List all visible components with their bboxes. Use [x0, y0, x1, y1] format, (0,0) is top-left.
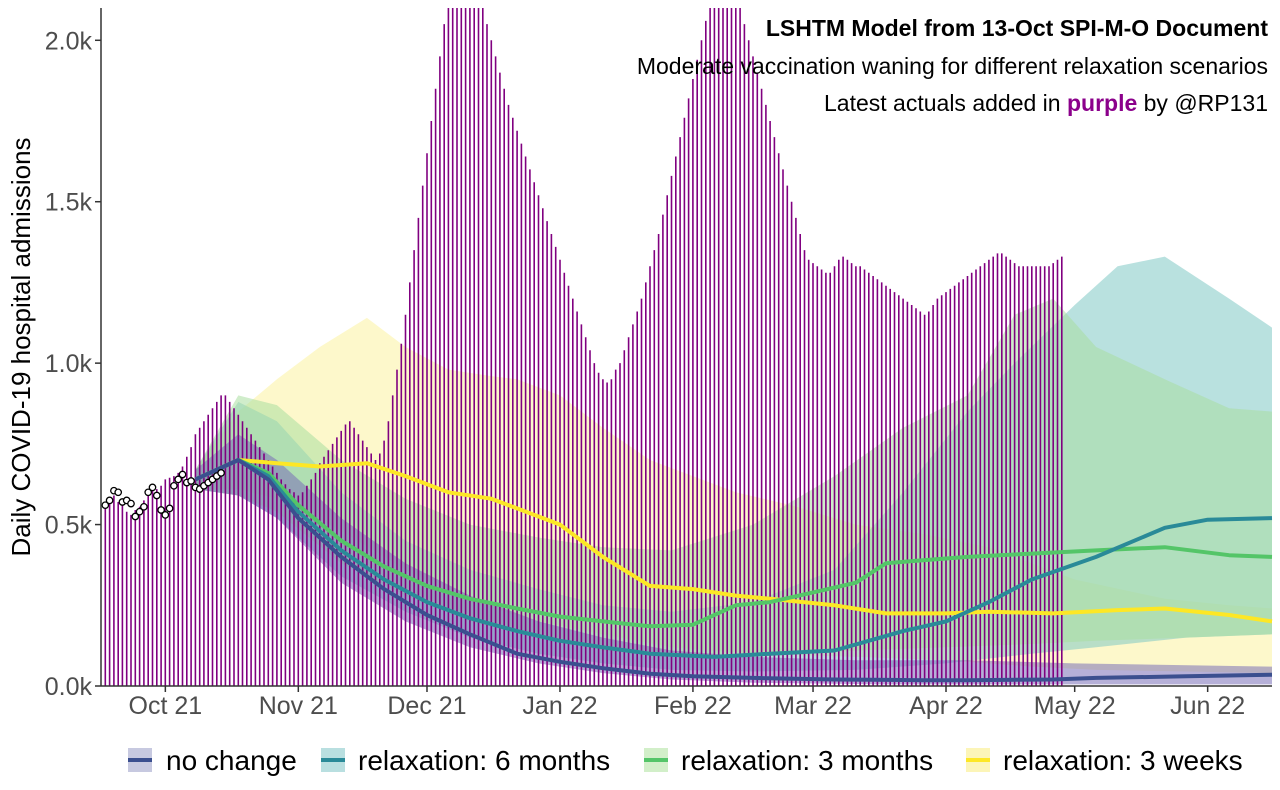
line-relaxation-3-weeks: [194, 458, 1273, 624]
legend-item-3-weeks: relaxation: 3 weeks: [966, 745, 1243, 776]
x-tick-label: Apr 22: [909, 692, 983, 720]
y-tick-label: 1.5k: [45, 189, 93, 217]
band-no-change: [195, 434, 1272, 685]
line-relaxation-6-months: [194, 458, 1273, 659]
x-tick-label: Jun 22: [1170, 692, 1245, 720]
legend: no change relaxation: 6 months relaxatio…: [128, 745, 1243, 776]
observed-point: [217, 469, 225, 477]
observed-point: [165, 504, 174, 513]
y-tick-label: 0.5k: [45, 512, 93, 540]
uncertainty-bands: [195, 256, 1272, 685]
legend-label-no-change: no change: [166, 745, 297, 776]
observed-point: [131, 512, 140, 521]
x-tick-label: Dec 21: [387, 692, 466, 720]
observed-point: [127, 499, 135, 508]
observed-point: [174, 475, 183, 484]
y-tick-label: 0.0k: [45, 673, 93, 701]
x-axis: Oct 21 Nov 21 Dec 21 Jan 22 Feb 22 Mar 22 Apr …: [101, 685, 1272, 720]
observed-point: [105, 496, 114, 505]
x-tick-label: Nov 21: [259, 692, 338, 720]
y-tick-label: 1.0k: [45, 350, 93, 378]
legend-label-3-weeks: relaxation: 3 weeks: [1003, 745, 1243, 776]
line-relaxation-3-months: [194, 458, 1273, 629]
x-tick-label: Oct 21: [129, 692, 203, 720]
median-lines: [194, 458, 1273, 683]
y-axis: 0.0k 0.5k 1.0k 1.5k 2.0k: [45, 8, 102, 701]
x-tick-label: Feb 22: [654, 692, 732, 720]
observed-point: [144, 488, 153, 497]
y-axis-title: Daily COVID-19 hospital admissions: [6, 137, 36, 556]
observed-point: [170, 481, 178, 490]
observed-point: [114, 488, 123, 497]
legend-item-no-change: no change: [128, 745, 297, 776]
observed-point: [161, 511, 170, 519]
y-tick-label: 2.0k: [45, 27, 93, 55]
observed-point: [101, 501, 110, 510]
observed-point: [152, 491, 161, 500]
chart-title: LSHTM Model from 13-Oct SPI-M-O Document: [766, 15, 1269, 41]
x-tick-label: Mar 22: [774, 692, 852, 720]
observed-points: [101, 469, 225, 521]
observed-point: [157, 506, 165, 514]
legend-label-6-months: relaxation: 6 months: [358, 745, 610, 776]
legend-item-3-months: relaxation: 3 months: [644, 745, 933, 776]
band-relaxation-3-months: [195, 298, 1272, 657]
line-no-change: [194, 458, 1273, 683]
observed-point: [178, 470, 187, 479]
observed-point: [140, 502, 148, 511]
chart-subtitle: Moderate vaccination waning for differen…: [637, 53, 1268, 79]
observed-point: [135, 507, 144, 516]
x-tick-label: May 22: [1034, 692, 1116, 720]
legend-label-3-months: relaxation: 3 months: [681, 745, 933, 776]
note-before: Latest actuals added in: [824, 90, 1067, 116]
observed-point: [148, 483, 157, 492]
legend-item-6-months: relaxation: 6 months: [321, 745, 610, 776]
note-highlight: purple: [1067, 90, 1137, 116]
observed-point: [187, 477, 195, 485]
x-tick-label: Jan 22: [522, 692, 597, 720]
note-after: by @RP131: [1137, 90, 1268, 116]
chart-note: Latest actuals added in purple by @RP131: [824, 90, 1268, 116]
